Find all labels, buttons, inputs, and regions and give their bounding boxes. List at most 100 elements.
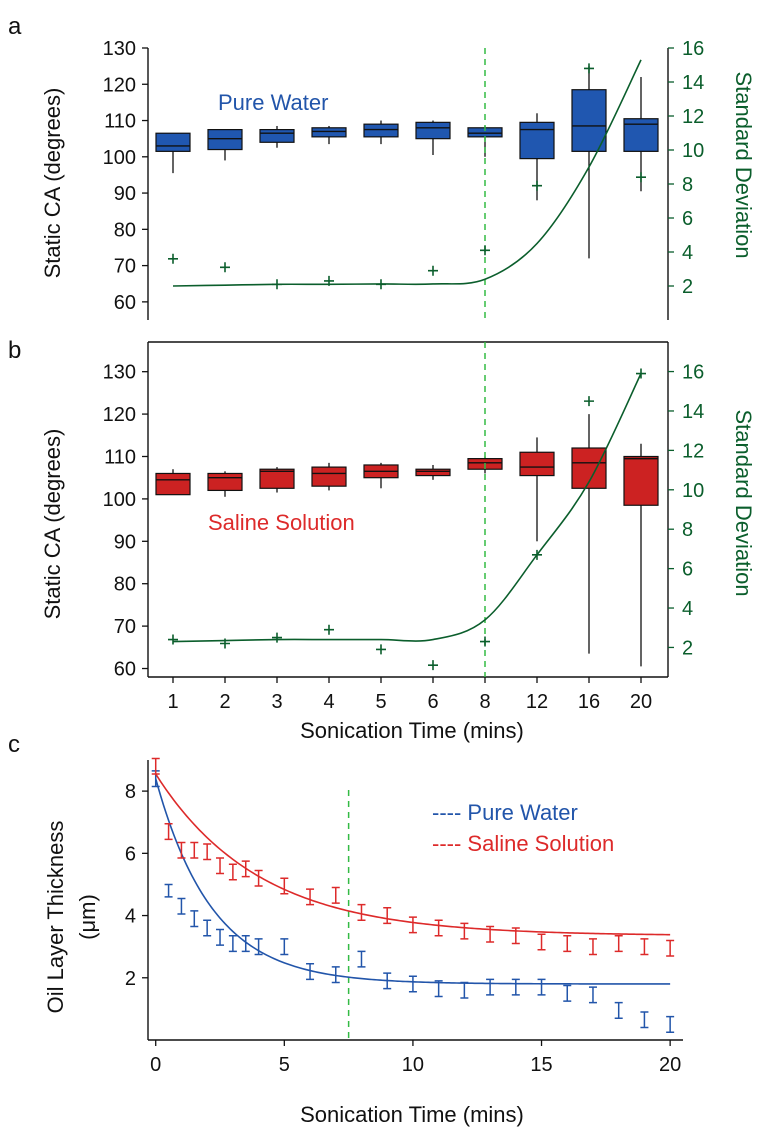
error-bar-point (666, 939, 675, 957)
y2-tick-label: 16 (682, 362, 704, 384)
std-dev-point (428, 660, 438, 671)
error-bar-point (280, 877, 289, 895)
std-dev-point (376, 279, 386, 290)
y2-tick-label: 8 (682, 174, 693, 196)
error-bar-point (408, 975, 417, 993)
error-bar-point (203, 843, 212, 861)
y-tick-label: 70 (114, 616, 136, 638)
error-bar-point (563, 984, 572, 1002)
panel-c-ylabel-line1: Oil Layer Thickness (43, 821, 68, 1014)
box (155, 132, 191, 152)
y-tick-label: 90 (114, 183, 136, 205)
error-bar-point (177, 841, 186, 859)
error-bar-point (434, 919, 443, 937)
error-bar-point (460, 922, 469, 940)
y2-tick-label: 6 (682, 208, 693, 230)
y-tick-label: 4 (125, 906, 136, 928)
std-dev-point (636, 368, 646, 379)
error-bar-point (203, 919, 212, 937)
x-tick-label: 2 (219, 691, 230, 713)
y-tick-label: 120 (103, 74, 136, 96)
error-bar-point (588, 938, 597, 956)
error-bar-point (216, 857, 225, 875)
error-bar-point (164, 823, 173, 841)
std-dev-point (428, 265, 438, 276)
x-tick-label: 12 (526, 691, 548, 713)
error-bar-point (241, 860, 250, 878)
panel-b-annotation: Saline Solution (208, 510, 355, 535)
x-tick-label: 20 (659, 1054, 681, 1076)
error-bar-point (357, 950, 366, 968)
x-tick-label: 3 (271, 691, 282, 713)
error-bar-point (614, 935, 623, 953)
y-tick-label: 100 (103, 489, 136, 511)
panel-b-xlabel: Sonication Time (mins) (300, 718, 524, 743)
error-bar-point (254, 938, 263, 956)
error-bar-point (383, 907, 392, 925)
error-bar-point (331, 886, 340, 904)
x-tick-label: 5 (279, 1054, 290, 1076)
box (415, 121, 451, 140)
std-dev-point (272, 279, 282, 290)
error-bar-point (434, 980, 443, 998)
y2-tick-label: 2 (682, 276, 693, 298)
std-dev-point (480, 636, 490, 647)
y-tick-label: 60 (114, 659, 136, 681)
box (311, 127, 347, 138)
x-tick-label: 10 (402, 1054, 424, 1076)
panel-a-annotation: Pure Water (218, 90, 328, 115)
y-tick-label: 80 (114, 219, 136, 241)
box (519, 451, 555, 477)
std-dev-point (636, 172, 646, 183)
std-dev-point (272, 632, 282, 643)
y-tick-label: 130 (103, 38, 136, 60)
y-tick-label: 8 (125, 781, 136, 803)
error-bar-point (254, 869, 263, 887)
error-bar-point (177, 897, 186, 915)
std-dev-point (168, 634, 178, 645)
error-bar-point (228, 935, 237, 953)
box (259, 129, 295, 143)
y2-tick-label: 14 (682, 401, 704, 423)
box (259, 468, 295, 489)
panel-a-y2label: Standard Deviation (731, 71, 756, 258)
std-dev-point (584, 63, 594, 74)
y2-tick-label: 14 (682, 72, 704, 94)
error-bar-point (306, 888, 315, 906)
std-dev-fit-line (172, 373, 642, 643)
error-bar-point (640, 1011, 649, 1029)
panel-b-y2label: Standard Deviation (731, 409, 756, 596)
panel-c-ylabel-line2: (μm) (75, 894, 100, 940)
box (155, 472, 191, 496)
error-bar-point (563, 935, 572, 953)
error-bar-point (190, 841, 199, 859)
y-tick-label: 80 (114, 574, 136, 596)
x-tick-label: 15 (530, 1054, 552, 1076)
std-dev-point (324, 275, 334, 286)
y2-tick-label: 4 (682, 242, 693, 264)
x-tick-label: 1 (167, 691, 178, 713)
std-dev-point (532, 549, 542, 560)
error-bar-point (331, 966, 340, 984)
error-bar-point (588, 986, 597, 1004)
y-tick-label: 6 (125, 843, 136, 865)
std-dev-point (324, 624, 334, 635)
error-bar-point (280, 938, 289, 956)
std-dev-point (220, 262, 230, 273)
box (623, 455, 659, 506)
std-dev-point (376, 644, 386, 655)
y-tick-label: 130 (103, 362, 136, 384)
box (363, 123, 399, 138)
x-tick-label: 0 (150, 1054, 161, 1076)
std-dev-point (168, 253, 178, 264)
box (415, 468, 451, 477)
std-dev-point (220, 638, 230, 649)
error-bar-point (228, 863, 237, 881)
box (207, 129, 243, 151)
panel-b-ylabel: Static CA (degrees) (40, 429, 65, 620)
y-tick-label: 90 (114, 531, 136, 553)
y2-tick-label: 8 (682, 519, 693, 541)
panel-a-ylabel: Static CA (degrees) (40, 88, 65, 279)
panel-letter-b: b (8, 337, 21, 364)
y2-tick-label: 12 (682, 106, 704, 128)
